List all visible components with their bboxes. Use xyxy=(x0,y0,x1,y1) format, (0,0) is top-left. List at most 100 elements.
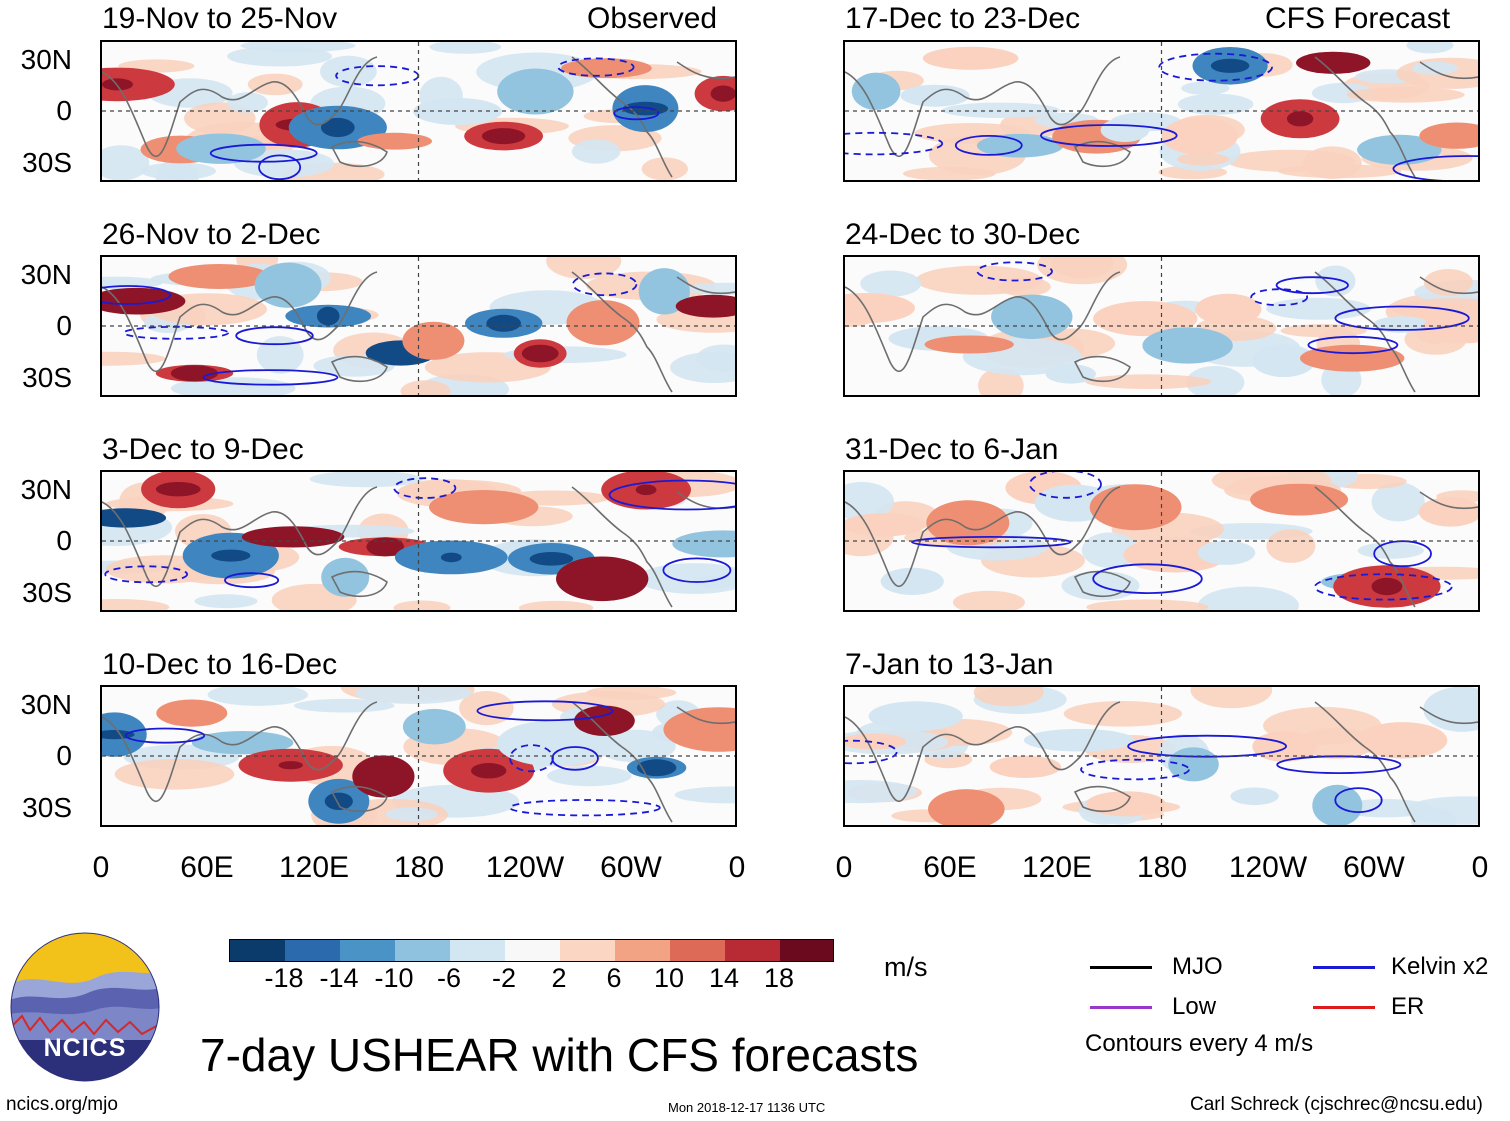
field-blob-core xyxy=(1371,577,1403,596)
lat-label-30s-row1: 30S xyxy=(22,147,72,178)
map-field xyxy=(102,257,735,395)
kelvin-contour xyxy=(1313,573,1453,601)
field-blob xyxy=(976,133,1064,158)
kelvin-contour xyxy=(476,700,614,722)
field-blob-core xyxy=(155,482,201,497)
main-title: 7-day USHEAR with CFS forecasts xyxy=(200,1029,919,1081)
field-blob xyxy=(1176,152,1230,166)
panel-title-1: 19-Nov to 25-Nov xyxy=(102,2,338,35)
field-blob xyxy=(114,758,235,790)
legend-label-low: Low xyxy=(1172,993,1217,1020)
kelvin-contour xyxy=(662,557,732,583)
field-blob xyxy=(497,68,574,115)
kelvin-contour xyxy=(1307,335,1399,355)
panel-title-4: 10-Dec to 16-Dec xyxy=(102,648,338,681)
field-blob xyxy=(546,257,622,279)
kelvin-contour xyxy=(845,739,898,765)
field-blob xyxy=(1250,483,1349,516)
colorbar-tick-label: -10 xyxy=(374,963,414,993)
field-blob xyxy=(1419,122,1478,149)
map-panel-3 xyxy=(100,470,737,612)
kelvin-contour xyxy=(613,106,660,121)
field-blob xyxy=(1418,497,1478,527)
panel-title-5: 17-Dec to 23-Dec xyxy=(845,2,1081,35)
footer-link[interactable]: ncics.org/mjo xyxy=(6,1094,118,1115)
kelvin-contour xyxy=(954,135,1023,156)
field-blob xyxy=(1195,293,1262,325)
field-blob xyxy=(595,729,676,763)
field-blob xyxy=(868,701,963,732)
panel-title-7: 31-Dec to 6-Jan xyxy=(845,433,1059,466)
field-blob xyxy=(1197,586,1299,610)
field-blob xyxy=(845,293,915,324)
field-blob xyxy=(1230,787,1279,806)
legend-line-er xyxy=(1313,1006,1375,1009)
field-blob xyxy=(320,55,377,88)
map-panel-1 xyxy=(100,40,737,182)
lat-label-30s-row4: 30S xyxy=(22,792,72,823)
field-blob xyxy=(547,765,632,787)
field-blob xyxy=(561,58,652,79)
kelvin-contour xyxy=(1334,787,1383,813)
legend-line-kelvin xyxy=(1313,966,1375,969)
field-blob xyxy=(247,73,303,96)
field-blob xyxy=(1423,269,1473,296)
map-panel-5 xyxy=(843,40,1480,182)
coastline xyxy=(845,486,1478,608)
kelvin-contour xyxy=(1392,155,1478,180)
lon-label-180-left: 180 xyxy=(393,851,445,884)
kelvin-contour xyxy=(845,131,944,156)
field-blob-core xyxy=(481,128,526,145)
field-blob xyxy=(207,687,308,706)
field-blob-core xyxy=(590,571,614,587)
field-blob xyxy=(170,377,296,395)
coastline xyxy=(102,486,735,608)
lon-label-60e-right: 60E xyxy=(923,851,977,884)
lon-label-0-left: 0 xyxy=(92,851,110,884)
lat-label-30n-row3: 30N xyxy=(20,474,72,505)
kelvin-contour xyxy=(124,727,206,744)
field-blob-core xyxy=(635,484,657,496)
field-blob xyxy=(1045,364,1096,384)
field-blob xyxy=(402,708,466,745)
field-blob xyxy=(1357,542,1424,559)
field-blob-core xyxy=(119,293,154,309)
colorbar-swatch xyxy=(285,940,341,961)
field-blob xyxy=(928,789,1005,825)
field-blob xyxy=(357,132,432,150)
field-blob xyxy=(1085,374,1212,389)
field-blob-core xyxy=(521,344,559,363)
field-blob xyxy=(845,513,926,537)
field-blob xyxy=(696,344,735,372)
field-blob-core xyxy=(1210,58,1250,73)
colorbar-swatch xyxy=(725,940,781,961)
field-blob xyxy=(226,92,268,113)
field-blob xyxy=(102,67,175,102)
kelvin-contour xyxy=(1373,540,1432,568)
kelvin-contour xyxy=(1276,755,1402,774)
kelvin-contour xyxy=(1334,305,1470,331)
kelvin-contour xyxy=(509,744,554,773)
lat-label-eq-row4: 0 xyxy=(56,740,72,771)
kelvin-contour xyxy=(258,154,302,180)
field-blob xyxy=(672,530,735,558)
field-blob-core xyxy=(440,552,462,563)
map-field xyxy=(845,257,1478,395)
legend-line-low xyxy=(1090,1006,1152,1009)
field-blob xyxy=(924,335,1014,354)
map-panel-7 xyxy=(843,470,1480,612)
panel-label-observed: Observed xyxy=(587,2,718,35)
field-blob xyxy=(997,277,1051,297)
colorbar-swatch xyxy=(780,940,833,961)
field-blob xyxy=(1406,42,1454,54)
field-blob-core xyxy=(471,763,507,779)
colorbar-tick-label: -18 xyxy=(264,963,304,993)
lon-label-0-right: 0 xyxy=(835,851,853,884)
field-blob xyxy=(1190,687,1273,709)
lon-label-120e-right: 120E xyxy=(1021,851,1093,884)
lon-label-120w-right: 120W xyxy=(1228,851,1308,884)
lat-label-eq-row1: 0 xyxy=(56,95,72,126)
kelvin-contour xyxy=(911,536,1072,549)
coastline xyxy=(845,701,1478,823)
kelvin-contour xyxy=(976,261,1053,282)
